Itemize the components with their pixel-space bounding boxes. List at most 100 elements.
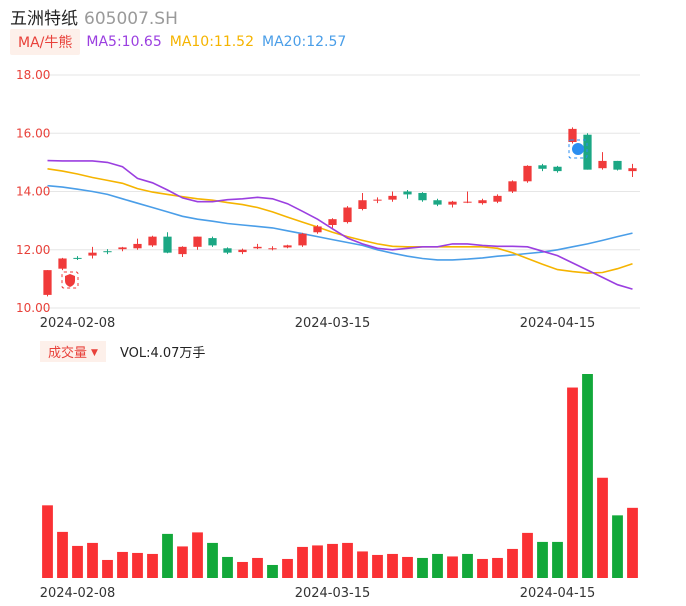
- ma5-line: [47, 159, 633, 290]
- candle-body: [478, 200, 487, 204]
- candle-body: [298, 233, 307, 246]
- candle-body: [313, 226, 322, 233]
- volume-bar: [447, 556, 458, 578]
- candle: [298, 232, 307, 247]
- ma20-label: MA20:12.57: [262, 34, 347, 50]
- volume-bar: [207, 542, 218, 578]
- ma20-line: [47, 184, 633, 261]
- y-tick-label: 12.00: [16, 243, 50, 257]
- candle-body: [208, 238, 217, 246]
- candle-body: [133, 243, 142, 249]
- candle: [238, 248, 247, 255]
- bear-signal-marker[interactable]: [568, 139, 588, 159]
- candle: [58, 257, 67, 271]
- candle: [73, 256, 82, 260]
- ma-legend: MA/牛熊 MA5:10.65 MA10:11.52 MA20:12.57: [10, 29, 354, 55]
- price-grid: [40, 74, 640, 309]
- x-tick-label: 2024-03-15: [295, 586, 371, 601]
- volume-bar: [312, 545, 323, 578]
- volume-bar: [147, 553, 158, 578]
- candle-body: [373, 199, 382, 201]
- volume-bar: [357, 551, 368, 578]
- volume-bar: [102, 559, 113, 578]
- candle-body: [388, 195, 397, 200]
- bull-signal-marker[interactable]: [61, 271, 79, 289]
- volume-bar: [42, 505, 53, 578]
- candle: [283, 244, 292, 249]
- volume-bar: [492, 557, 503, 578]
- volume-bar: [342, 542, 353, 578]
- ma10-label: MA10:11.52: [169, 34, 255, 50]
- volume-bar: [477, 558, 488, 578]
- volume-bar: [237, 561, 248, 578]
- caret-down-icon: ▼: [91, 348, 98, 358]
- candle: [418, 192, 427, 202]
- candle-body: [493, 195, 502, 202]
- volume-bar: [87, 542, 98, 578]
- candle-body: [88, 252, 97, 256]
- candle: [253, 243, 262, 250]
- volume-bar: [522, 532, 533, 578]
- candle: [538, 163, 547, 172]
- candle-body: [223, 248, 232, 253]
- volume-bar: [612, 515, 623, 578]
- candle: [403, 190, 412, 199]
- x-tick-label: 2024-02-08: [40, 316, 116, 331]
- candle: [433, 198, 442, 207]
- candle-body: [583, 134, 592, 170]
- candle-body: [58, 258, 67, 269]
- volume-indicator-dropdown[interactable]: 成交量 ▼: [40, 340, 106, 362]
- candle-body: [523, 165, 532, 182]
- candle: [478, 198, 487, 205]
- candle-body: [238, 249, 247, 253]
- volume-bar: [372, 554, 383, 578]
- volume-value: VOL:4.07万手: [119, 345, 206, 361]
- volume-bar: [567, 387, 578, 578]
- ma-indicator-tab[interactable]: MA/牛熊: [10, 29, 81, 55]
- x-tick-label: 2024-03-15: [295, 316, 371, 331]
- date-axis-bottom: 2024-02-08 2024-03-15 2024-04-15: [40, 586, 596, 601]
- candle-body: [463, 201, 472, 203]
- candle: [373, 197, 382, 204]
- candle-body: [43, 270, 52, 295]
- candle: [133, 238, 142, 250]
- candle: [178, 246, 187, 258]
- volume-bar: [132, 552, 143, 578]
- candle-body: [598, 160, 607, 169]
- candle-body: [253, 246, 262, 249]
- y-tick-label: 10.00: [16, 301, 50, 315]
- volume-bar: [192, 532, 203, 578]
- y-tick-label: 18.00: [16, 68, 50, 82]
- bear-icon: [572, 143, 584, 155]
- volume-bar: [222, 556, 233, 578]
- candle-body: [403, 191, 412, 195]
- shield-icon: [65, 274, 75, 287]
- candle-body: [103, 251, 112, 253]
- stock-code: 605007.SH: [84, 9, 178, 29]
- y-tick-label: 14.00: [16, 185, 50, 199]
- signal-markers: [61, 139, 588, 289]
- ma10-line: [47, 168, 633, 274]
- price-axis: 18.00 16.00 14.00 12.00 10.00: [16, 68, 50, 315]
- volume-bar: [327, 543, 338, 578]
- volume-bar: [417, 557, 428, 578]
- volume-bar: [597, 477, 608, 578]
- volume-bar: [582, 374, 593, 578]
- candle-body: [163, 236, 172, 253]
- candle: [448, 200, 457, 208]
- candle: [568, 127, 577, 144]
- volume-bar: [387, 553, 398, 578]
- candle-body: [148, 236, 157, 246]
- volume-bar: [507, 548, 518, 578]
- candle-body: [343, 207, 352, 223]
- volume-bar: [282, 558, 293, 578]
- volume-bar: [627, 507, 638, 578]
- candle: [523, 165, 532, 183]
- candle-body: [268, 248, 277, 250]
- y-tick-label: 16.00: [16, 126, 50, 140]
- stock-name: 五洲特纸: [10, 9, 78, 29]
- volume-bar: [57, 531, 68, 578]
- date-axis-top: 2024-02-08 2024-03-15 2024-04-15: [40, 316, 596, 331]
- volume-bar: [432, 553, 443, 578]
